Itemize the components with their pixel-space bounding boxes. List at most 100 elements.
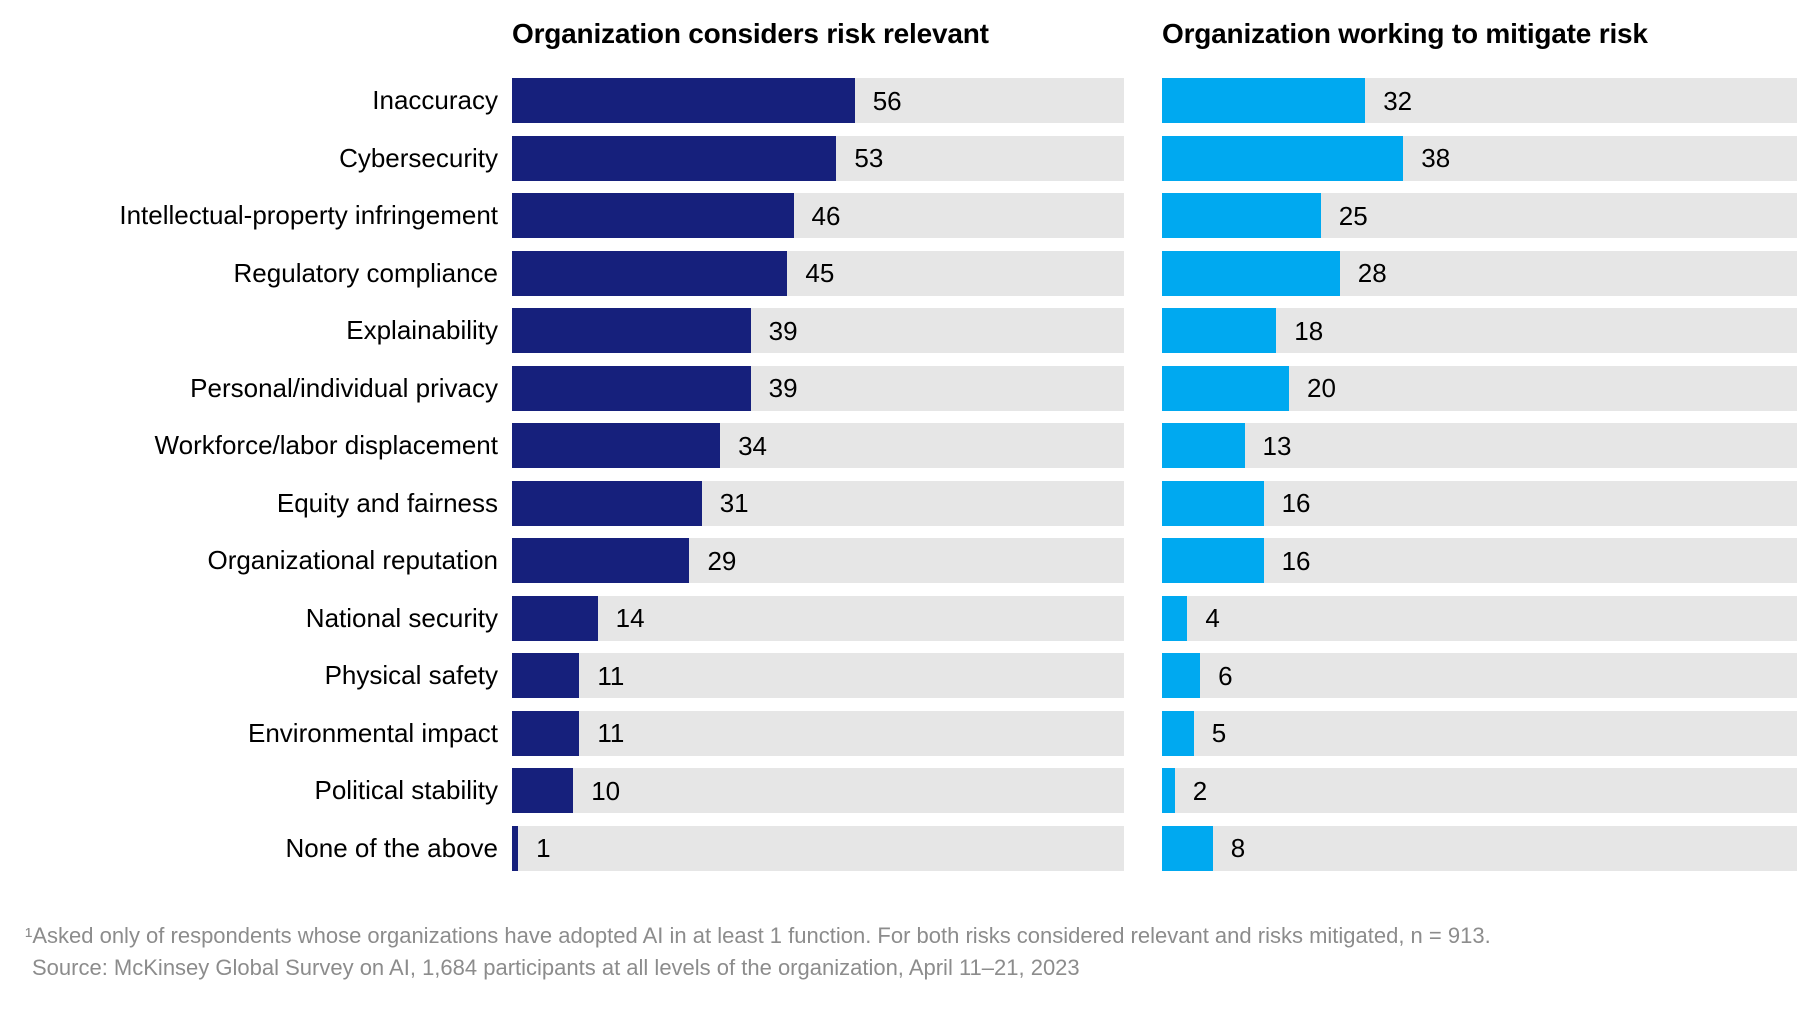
category-label: Personal/individual privacy (190, 372, 498, 403)
mitigate-track: 28 (1162, 250, 1797, 296)
relevant-value: 1 (536, 833, 551, 863)
left-panel-header: Organization considers risk relevant (512, 18, 989, 49)
chart-row: Intellectual-property infringement 46 25 (0, 193, 1797, 238)
panel-gap (1124, 595, 1162, 641)
mitigate-track: 16 (1162, 480, 1797, 526)
mitigate-bar (1162, 653, 1201, 698)
mitigate-bar (1162, 423, 1245, 468)
chart-row: Workforce/labor displacement 34 13 (0, 423, 1797, 468)
panel-gap (1124, 308, 1162, 353)
mitigate-value: 13 (1262, 430, 1292, 461)
panel-gap (1124, 365, 1162, 411)
mitigate-track: 5 (1162, 710, 1797, 756)
chart-row: None of the above 1 8 (0, 825, 1797, 871)
panel-gap (1124, 78, 1162, 123)
mitigate-track: 2 (1162, 768, 1797, 813)
category-label: Organizational reputation (207, 545, 498, 575)
relevant-track: 14 (512, 595, 1124, 641)
mitigate-value: 32 (1383, 85, 1413, 116)
mitigate-track: 4 (1162, 595, 1797, 641)
panel-gap (1124, 480, 1162, 526)
relevant-bar (512, 595, 598, 641)
mitigate-track: 25 (1162, 193, 1797, 238)
relevant-value: 11 (597, 660, 625, 691)
category-label: Explainability (346, 315, 498, 345)
relevant-track: 29 (512, 538, 1124, 583)
footnote-source: Source: McKinsey Global Survey on AI, 1,… (32, 955, 1080, 980)
panel-gap (1124, 768, 1162, 813)
mitigate-track: 6 (1162, 653, 1797, 698)
mitigate-bar (1162, 768, 1175, 813)
category-label: Regulatory compliance (233, 257, 498, 288)
mitigate-value: 16 (1281, 488, 1311, 518)
relevant-bar (512, 193, 794, 238)
mitigate-value: 16 (1281, 545, 1311, 576)
relevant-bar (512, 308, 751, 353)
relevant-value: 29 (707, 545, 737, 576)
mitigate-bar (1162, 538, 1264, 583)
mitigate-value: 20 (1307, 373, 1336, 403)
category-label: Intellectual-property infringement (119, 200, 498, 230)
mitigate-track: 32 (1162, 78, 1797, 123)
mitigate-bar (1162, 595, 1188, 641)
category-label: Workforce/labor displacement (154, 430, 498, 460)
mitigate-value: 6 (1218, 660, 1233, 691)
panel-gap (1124, 135, 1162, 181)
panel-gap (1124, 710, 1162, 756)
relevant-bar (512, 480, 702, 526)
mitigate-bar (1162, 710, 1194, 756)
mitigate-value: 5 (1211, 718, 1227, 748)
relevant-value: 46 (811, 200, 841, 231)
chart-row: Inaccuracy 56 32 (0, 78, 1797, 123)
relevant-track: 11 (512, 710, 1124, 756)
chart-row: Personal/individual privacy 39 20 (0, 365, 1797, 411)
category-label: Cybersecurity (339, 142, 498, 173)
mitigate-bar (1162, 250, 1340, 296)
footnote-line-1: ¹Asked only of respondents whose organiz… (25, 923, 1491, 948)
panel-gap (1124, 423, 1162, 468)
relevant-value: 53 (854, 143, 884, 173)
relevant-bar (512, 653, 580, 698)
mitigate-bar (1162, 308, 1277, 353)
relevant-track: 39 (512, 308, 1124, 353)
mitigate-track: 38 (1162, 135, 1797, 181)
category-label: Environmental impact (248, 717, 498, 748)
relevant-bar (512, 423, 721, 468)
category-label: Physical safety (324, 660, 498, 690)
relevant-value: 14 (615, 603, 645, 633)
mitigate-track: 20 (1162, 365, 1797, 411)
relevant-track: 53 (512, 135, 1124, 181)
mitigate-track: 8 (1162, 825, 1797, 871)
relevant-track: 34 (512, 423, 1124, 468)
relevant-bar (512, 365, 751, 411)
relevant-track: 10 (512, 768, 1124, 813)
category-label: National security (305, 602, 498, 633)
relevant-value: 39 (768, 373, 798, 403)
category-label: Political stability (314, 775, 498, 805)
category-label: Inaccuracy (372, 85, 498, 115)
right-panel-header: Organization working to mitigate risk (1162, 18, 1648, 49)
panel-gap (1124, 250, 1162, 296)
relevant-bar (512, 135, 837, 181)
mitigate-bar (1162, 193, 1321, 238)
relevant-value: 11 (597, 718, 625, 748)
mitigate-value: 8 (1230, 833, 1246, 863)
chart-row: Physical safety 11 6 (0, 653, 1797, 698)
relevant-value: 39 (768, 315, 798, 346)
relevant-track: 45 (512, 250, 1124, 296)
bar-chart: Inaccuracy 56 32 Cybersecurity 53 38 Int… (0, 78, 1797, 883)
relevant-track: 31 (512, 480, 1124, 526)
relevant-bar (512, 538, 690, 583)
chart-row: Cybersecurity 53 38 (0, 135, 1797, 181)
mitigate-value: 4 (1205, 603, 1220, 633)
category-label: Equity and fairness (276, 487, 498, 518)
relevant-value: 56 (872, 85, 902, 116)
chart-row: Equity and fairness 31 16 (0, 480, 1797, 526)
relevant-bar (512, 250, 788, 296)
chart-row: Organizational reputation 29 16 (0, 538, 1797, 583)
mitigate-value: 2 (1192, 775, 1208, 806)
mitigate-track: 18 (1162, 308, 1797, 353)
relevant-value: 31 (719, 488, 749, 518)
chart-row: Political stability 10 2 (0, 768, 1797, 813)
relevant-bar (512, 710, 580, 756)
